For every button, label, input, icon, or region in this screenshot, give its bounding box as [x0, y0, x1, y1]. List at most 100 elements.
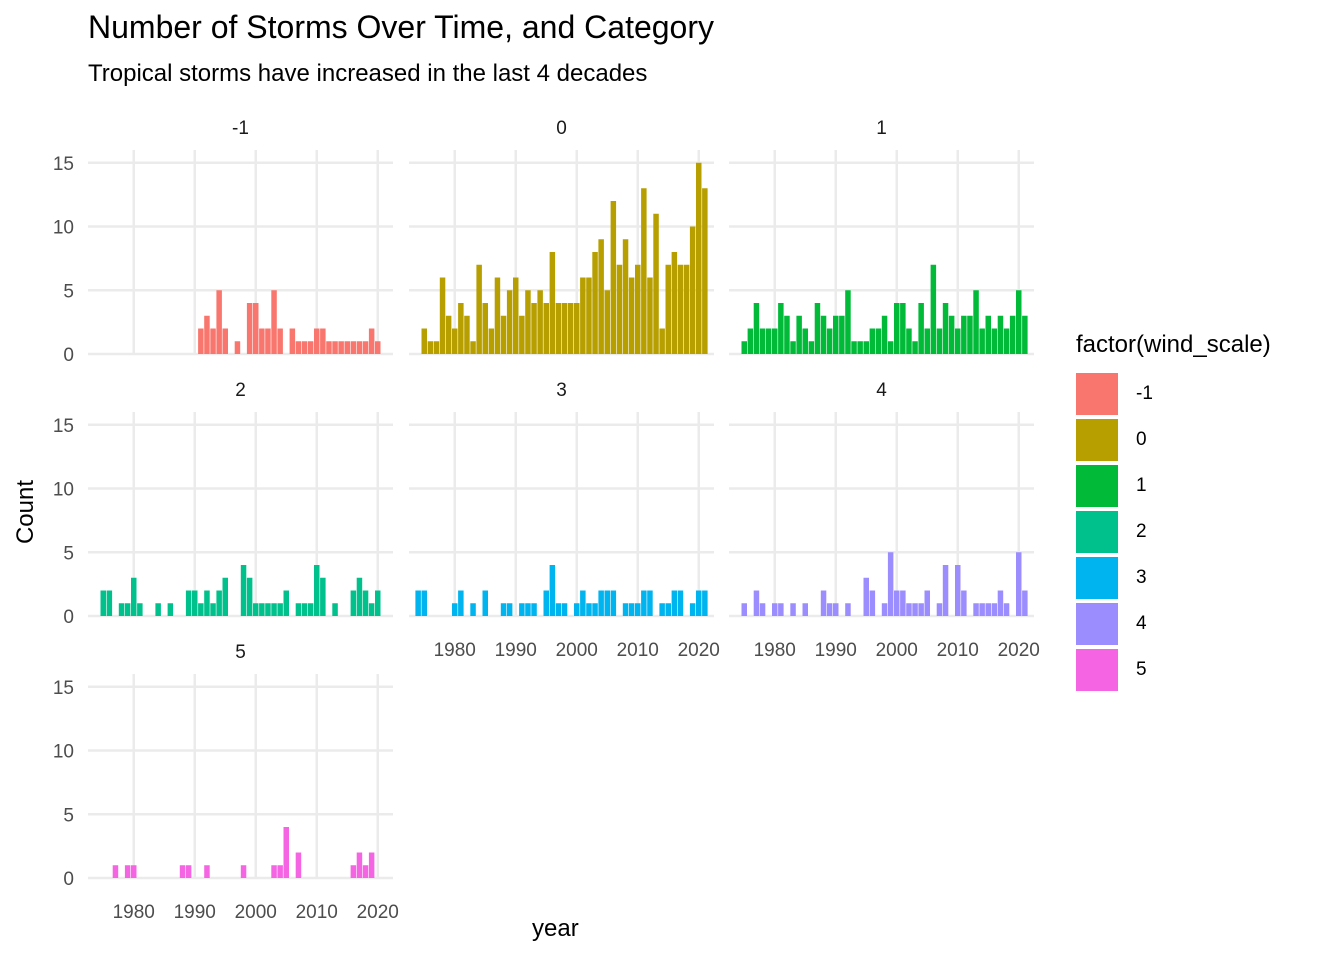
- y-tick-label: 0: [63, 607, 74, 628]
- bar: [991, 603, 998, 616]
- bar: [741, 341, 747, 354]
- bar: [979, 328, 985, 354]
- bar: [991, 328, 998, 354]
- bar: [610, 201, 617, 354]
- bar: [253, 303, 259, 354]
- bar: [979, 603, 985, 616]
- bar: [863, 577, 869, 616]
- bar: [851, 341, 857, 354]
- bar: [677, 590, 684, 616]
- bar: [659, 328, 665, 354]
- bar: [616, 264, 623, 354]
- bar: [204, 865, 210, 878]
- bar: [592, 603, 598, 616]
- bar: [833, 603, 839, 616]
- bar: [350, 341, 357, 354]
- bar: [362, 590, 369, 616]
- bar: [476, 264, 482, 354]
- bar: [137, 603, 143, 616]
- x-tick-label: 2010: [296, 902, 338, 923]
- legend-item: 2: [1076, 509, 1271, 555]
- bar: [875, 328, 882, 354]
- bar: [702, 590, 708, 616]
- bar: [997, 590, 1004, 616]
- bar: [500, 603, 507, 616]
- bar: [567, 303, 574, 354]
- x-tick-label: 2000: [235, 902, 277, 923]
- bar: [665, 264, 671, 354]
- bar: [973, 603, 979, 616]
- bar: [869, 590, 876, 616]
- bar: [118, 603, 125, 616]
- bar: [240, 565, 247, 616]
- bar: [131, 577, 137, 616]
- bar: [900, 303, 906, 354]
- bar: [580, 590, 586, 616]
- bar: [586, 277, 592, 354]
- bar: [210, 328, 216, 354]
- legend-swatch: [1076, 649, 1118, 691]
- bar: [368, 852, 375, 878]
- bar: [198, 328, 204, 354]
- bar: [253, 603, 259, 616]
- bar: [772, 328, 778, 354]
- bar: [985, 315, 991, 354]
- y-tick-label: 10: [53, 218, 74, 239]
- bar: [753, 590, 760, 616]
- bar: [671, 252, 678, 354]
- bar: [778, 603, 784, 616]
- bar: [696, 590, 702, 616]
- legend-label: 1: [1136, 475, 1147, 496]
- y-tick-label: 0: [63, 869, 74, 890]
- bar: [912, 603, 918, 616]
- bar: [289, 328, 296, 354]
- bar: [356, 341, 363, 354]
- legend-swatch: [1076, 603, 1118, 645]
- bar: [924, 590, 930, 616]
- bar: [326, 341, 332, 354]
- bar: [344, 341, 350, 354]
- bar: [802, 328, 808, 354]
- facet-panel-2: 2 0 5 10 15: [53, 380, 393, 628]
- legend-items: -1 0 1 2 3 4 5: [1076, 371, 1271, 693]
- bar: [131, 865, 137, 878]
- bar: [452, 603, 458, 616]
- legend-label: 4: [1136, 613, 1147, 634]
- legend-swatch: [1076, 465, 1118, 507]
- bar: [350, 590, 357, 616]
- bar: [887, 552, 894, 616]
- bar: [415, 590, 421, 616]
- bar: [259, 328, 265, 354]
- bar: [1016, 552, 1022, 616]
- bar: [368, 328, 375, 354]
- facet-panel--1: -1 0 5 10 15: [53, 118, 393, 366]
- bar: [610, 590, 617, 616]
- bar: [525, 603, 531, 616]
- bar: [549, 565, 556, 616]
- bar: [906, 603, 912, 616]
- bar: [641, 188, 647, 354]
- legend-label: -1: [1136, 383, 1153, 404]
- bar: [216, 590, 222, 616]
- bar: [906, 328, 912, 354]
- bar: [271, 865, 277, 878]
- x-tick-label: 2000: [556, 640, 598, 661]
- bar: [784, 315, 790, 354]
- bar: [368, 603, 375, 616]
- bar: [198, 603, 204, 616]
- bar: [314, 565, 320, 616]
- bar: [301, 341, 308, 354]
- facet-panel-0: 0: [409, 118, 714, 356]
- bar: [555, 303, 562, 354]
- legend-item: 4: [1076, 601, 1271, 647]
- bar: [362, 341, 369, 354]
- bar: [222, 328, 228, 354]
- bar: [900, 590, 906, 616]
- bar: [452, 328, 458, 354]
- bar: [826, 328, 833, 354]
- bar: [647, 277, 653, 354]
- chart-subtitle: Tropical storms have increased in the la…: [88, 60, 648, 87]
- bar: [702, 188, 708, 354]
- bar: [759, 603, 766, 616]
- bar: [863, 341, 869, 354]
